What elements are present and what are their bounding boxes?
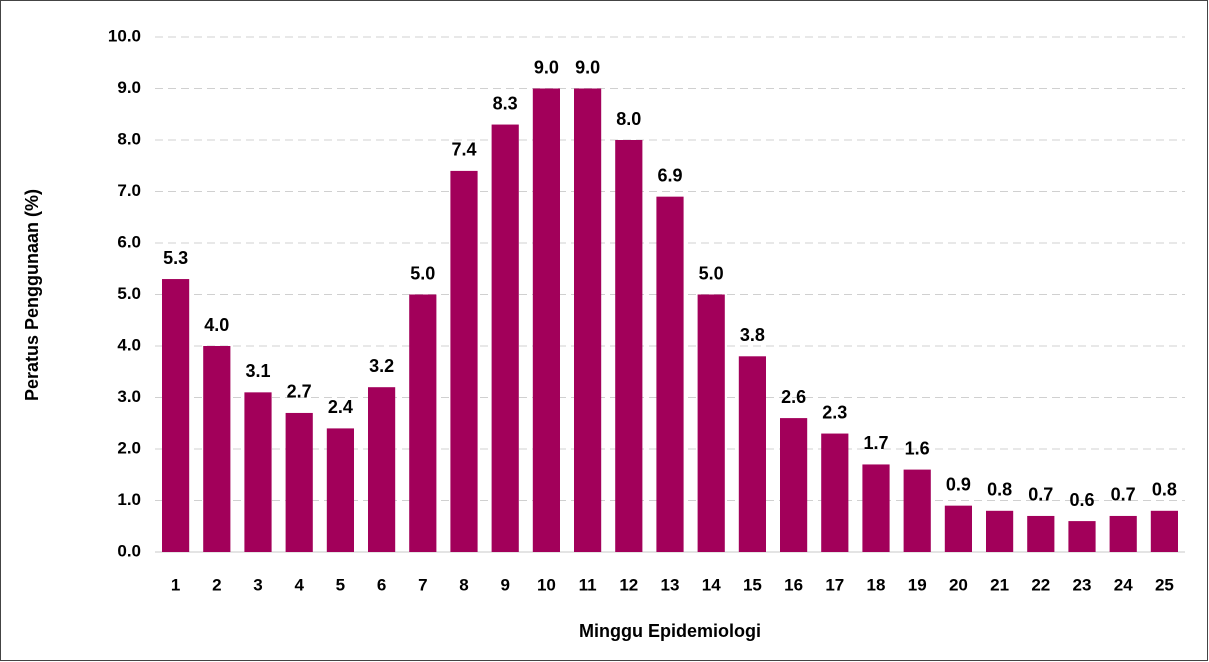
- value-label: 8.3: [493, 93, 518, 113]
- bar: [491, 124, 519, 553]
- x-tick-label: 9: [500, 575, 509, 594]
- value-label: 2.4: [328, 397, 353, 417]
- x-tick-label: 4: [294, 575, 304, 594]
- y-tick-label: 3.0: [117, 387, 141, 406]
- bar: [862, 464, 890, 552]
- x-tick-label: 2: [212, 575, 221, 594]
- bar: [615, 140, 643, 552]
- bar: [903, 469, 931, 552]
- x-tick-label: 11: [579, 575, 597, 594]
- value-label: 0.9: [946, 474, 971, 494]
- value-label: 4.0: [204, 315, 229, 335]
- bar: [450, 170, 478, 552]
- x-tick-label: 8: [459, 575, 468, 594]
- value-label: 8.0: [616, 109, 641, 129]
- bar: [162, 279, 190, 552]
- x-tick-label: 15: [743, 575, 762, 594]
- value-label: 5.0: [699, 263, 724, 283]
- y-axis-title: Peratus Penggunaan (%): [22, 189, 42, 401]
- value-label: 9.0: [575, 57, 600, 77]
- value-label: 2.6: [781, 387, 806, 407]
- x-tick-label: 25: [1155, 575, 1174, 594]
- x-tick-label: 23: [1073, 575, 1092, 594]
- value-label: 1.6: [905, 438, 930, 458]
- value-label: 0.8: [1152, 480, 1177, 500]
- x-tick-label: 6: [377, 575, 386, 594]
- bar: [532, 88, 560, 552]
- bar: [821, 433, 849, 552]
- bar: [1109, 515, 1137, 552]
- value-label: 3.8: [740, 325, 765, 345]
- x-tick-label: 3: [253, 575, 262, 594]
- y-tick-label: 10.0: [108, 26, 141, 45]
- x-tick-label: 5: [336, 575, 345, 594]
- bar: [944, 505, 972, 552]
- x-tick-label: 12: [619, 575, 638, 594]
- y-tick-label: 7.0: [117, 181, 141, 200]
- bar: [1150, 510, 1178, 552]
- x-tick-label: 10: [537, 575, 556, 594]
- y-tick-label: 8.0: [117, 129, 141, 148]
- value-label: 6.9: [657, 165, 682, 185]
- bar: [326, 428, 354, 552]
- bar: [368, 387, 396, 552]
- value-label: 0.8: [987, 480, 1012, 500]
- x-tick-label: 22: [1031, 575, 1050, 594]
- value-label: 2.3: [822, 402, 847, 422]
- x-tick-label: 19: [908, 575, 927, 594]
- y-tick-label: 6.0: [117, 232, 141, 251]
- x-tick-label: 16: [784, 575, 803, 594]
- y-tick-label: 1.0: [117, 490, 141, 509]
- y-tick-label: 0.0: [117, 541, 141, 560]
- x-tick-label: 17: [825, 575, 844, 594]
- bar: [986, 510, 1014, 552]
- value-label: 3.1: [245, 361, 270, 381]
- x-tick-label: 24: [1114, 575, 1133, 594]
- y-tick-label: 5.0: [117, 284, 141, 303]
- x-tick-label: 13: [661, 575, 680, 594]
- bar: [574, 88, 602, 552]
- x-tick-label: 18: [867, 575, 886, 594]
- value-label: 1.7: [863, 433, 888, 453]
- value-label: 0.6: [1069, 490, 1094, 510]
- bar: [409, 294, 437, 552]
- value-label: 7.4: [451, 140, 476, 160]
- x-tick-label: 14: [702, 575, 721, 594]
- value-label: 3.2: [369, 356, 394, 376]
- bar: [244, 392, 272, 552]
- y-tick-label: 4.0: [117, 335, 141, 354]
- bar: [738, 356, 766, 552]
- bar: [203, 346, 231, 552]
- y-tick-label: 9.0: [117, 78, 141, 97]
- bar: [656, 196, 684, 552]
- bar: [697, 294, 725, 552]
- x-tick-label: 7: [418, 575, 427, 594]
- value-label: 0.7: [1028, 485, 1053, 505]
- x-tick-label: 1: [171, 575, 180, 594]
- bar: [1027, 515, 1055, 552]
- bar: [285, 412, 313, 552]
- bar: [780, 418, 808, 552]
- y-tick-label: 2.0: [117, 438, 141, 457]
- value-label: 0.7: [1111, 485, 1136, 505]
- value-label: 5.3: [163, 248, 188, 268]
- value-label: 2.7: [287, 382, 312, 402]
- value-label: 9.0: [534, 57, 559, 77]
- x-tick-label: 21: [990, 575, 1009, 594]
- bar: [1068, 521, 1096, 552]
- x-tick-label: 20: [949, 575, 968, 594]
- x-axis-title: Minggu Epidemiologi: [579, 621, 761, 641]
- value-label: 5.0: [410, 263, 435, 283]
